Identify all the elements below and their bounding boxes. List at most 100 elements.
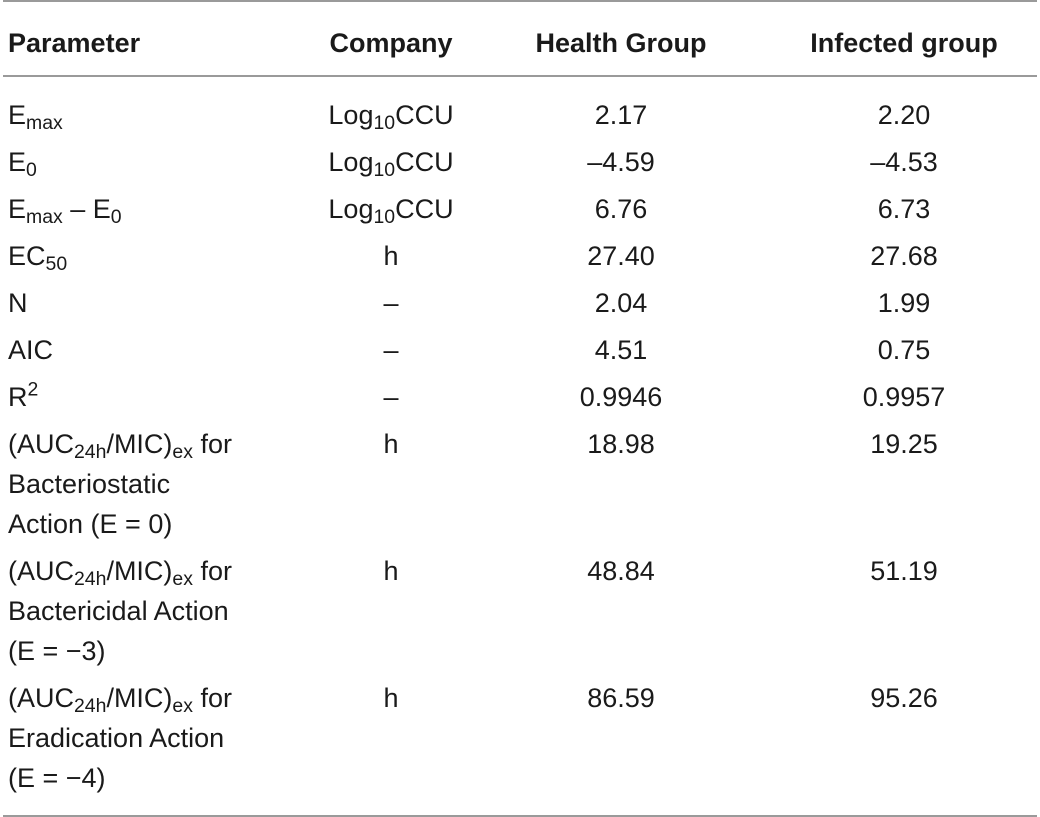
- table-row: R2 – 0.9946 0.9957: [3, 377, 1037, 424]
- parameter-cell: (AUC24h/MIC)ex for Bactericidal Action (E …: [3, 551, 311, 678]
- param-subscript-2: ex: [172, 567, 193, 590]
- company-cell: –: [383, 382, 399, 412]
- parameter-cell: Emax: [3, 76, 311, 142]
- health-value: 18.98: [587, 429, 655, 459]
- param-text-mid: /MIC): [106, 556, 173, 586]
- parameter-cell: R2: [3, 377, 311, 424]
- health-value: 2.17: [594, 100, 648, 130]
- param-line-2: Eradication Action: [8, 723, 225, 753]
- param-subscript: max: [26, 111, 63, 134]
- table-row: (AUC24h/MIC)ex for Eradication Action (E =…: [3, 678, 1037, 817]
- param-subscript-2: ex: [172, 694, 193, 717]
- company-cell: h: [383, 556, 399, 586]
- health-value: 0.9946: [579, 382, 663, 412]
- param-line-2: Bacteriostatic: [8, 469, 171, 499]
- param-line-3: (E = −3): [8, 636, 106, 666]
- infected-value: 27.68: [870, 241, 938, 271]
- table-row: (AUC24h/MIC)ex for Bactericidal Action (E …: [3, 551, 1037, 678]
- param-subscript: 50: [45, 252, 68, 275]
- infected-value: 95.26: [771, 678, 1037, 817]
- param-text-mid: /MIC): [106, 683, 173, 713]
- company-text: Log: [328, 100, 374, 130]
- param-subscript: 24h: [74, 694, 107, 717]
- infected-value: 6.73: [877, 194, 931, 224]
- header-company: Company: [311, 0, 471, 77]
- company-subscript: 10: [373, 158, 396, 181]
- header-health-group: Health Group: [471, 0, 771, 77]
- infected-value: 19.25: [870, 429, 938, 459]
- infected-value: 0.9957: [862, 382, 946, 412]
- company-subscript: 10: [373, 205, 396, 228]
- company-cell: h: [311, 678, 471, 817]
- param-line-2: Bactericidal Action: [8, 596, 229, 626]
- param-line-3: (E = −4): [8, 763, 106, 793]
- param-text-mid: /MIC): [106, 429, 173, 459]
- company-cell: Log10CCU: [311, 76, 471, 142]
- param-text-mid: – E: [62, 194, 111, 224]
- param-subscript: 0: [26, 158, 37, 181]
- table-row: (AUC24h/MIC)ex for Bacteriostatic Action (…: [3, 424, 1037, 551]
- health-value: 48.84: [587, 556, 655, 586]
- table-row: E0 Log10CCU –4.59 –4.53: [3, 142, 1037, 189]
- parameter-cell: Emax – E0: [3, 189, 311, 236]
- company-text: Log: [328, 194, 374, 224]
- infected-value: 0.75: [877, 335, 931, 365]
- param-text: E: [8, 100, 27, 130]
- param-subscript-2: 0: [110, 205, 122, 228]
- param-text: E: [8, 194, 27, 224]
- company-text: Log: [328, 147, 374, 177]
- param-text-tail: for: [192, 429, 232, 459]
- header-row: Parameter Company Health Group Infected …: [3, 0, 1037, 77]
- parameter-cell: AIC: [8, 335, 54, 365]
- param-superscript: 2: [27, 378, 39, 401]
- table-row: N – 2.04 1.99: [3, 283, 1037, 330]
- header-infected-group: Infected group: [771, 0, 1037, 77]
- param-text: (AUC: [8, 429, 74, 459]
- param-text: (AUC: [8, 683, 74, 713]
- company-unit: CCU: [395, 194, 454, 224]
- company-subscript: 10: [373, 111, 396, 134]
- parameter-cell: EC50: [3, 236, 311, 283]
- table-row: EC50 h 27.40 27.68: [3, 236, 1037, 283]
- health-value: 4.51: [594, 335, 648, 365]
- company-cell: h: [383, 241, 399, 271]
- parameter-cell: N: [8, 288, 28, 318]
- param-text: EC: [8, 241, 46, 271]
- infected-value: 2.20: [877, 100, 931, 130]
- health-value: 2.04: [594, 288, 648, 318]
- table-row: Emax – E0 Log10CCU 6.76 6.73: [3, 189, 1037, 236]
- infected-value: –4.53: [870, 147, 938, 177]
- param-subscript: 24h: [74, 440, 107, 463]
- parameter-cell: (AUC24h/MIC)ex for Eradication Action (E =…: [3, 678, 311, 817]
- parameter-cell: (AUC24h/MIC)ex for Bacteriostatic Action (…: [3, 424, 311, 551]
- company-unit: CCU: [395, 147, 454, 177]
- param-subscript: 24h: [74, 567, 107, 590]
- health-value: 27.40: [587, 241, 655, 271]
- company-unit: CCU: [395, 100, 454, 130]
- company-cell: h: [383, 429, 399, 459]
- param-subscript: max: [26, 205, 63, 228]
- company-cell: –: [383, 335, 399, 365]
- infected-value: 1.99: [877, 288, 931, 318]
- param-subscript-2: ex: [172, 440, 193, 463]
- parameter-cell: E0: [3, 142, 311, 189]
- param-text-tail: for: [192, 683, 232, 713]
- table-row: AIC – 4.51 0.75: [3, 330, 1037, 377]
- company-cell: Log10CCU: [311, 189, 471, 236]
- param-text: R: [8, 382, 28, 412]
- table-row: Emax Log10CCU 2.17 2.20: [3, 76, 1037, 142]
- pk-pd-parameter-table: Parameter Company Health Group Infected …: [3, 0, 1037, 817]
- table-body: Emax Log10CCU 2.17 2.20 E0 Log10CCU –4.5…: [3, 76, 1037, 817]
- health-value: 6.76: [594, 194, 648, 224]
- health-value: –4.59: [587, 147, 655, 177]
- health-value: 86.59: [471, 678, 771, 817]
- infected-value: 51.19: [870, 556, 938, 586]
- company-cell: Log10CCU: [311, 142, 471, 189]
- param-text-tail: for: [192, 556, 232, 586]
- param-line-3: Action (E = 0): [8, 509, 173, 539]
- table-header: Parameter Company Health Group Infected …: [3, 0, 1037, 77]
- company-cell: –: [383, 288, 399, 318]
- param-text: E: [8, 147, 27, 177]
- header-parameter: Parameter: [3, 0, 311, 77]
